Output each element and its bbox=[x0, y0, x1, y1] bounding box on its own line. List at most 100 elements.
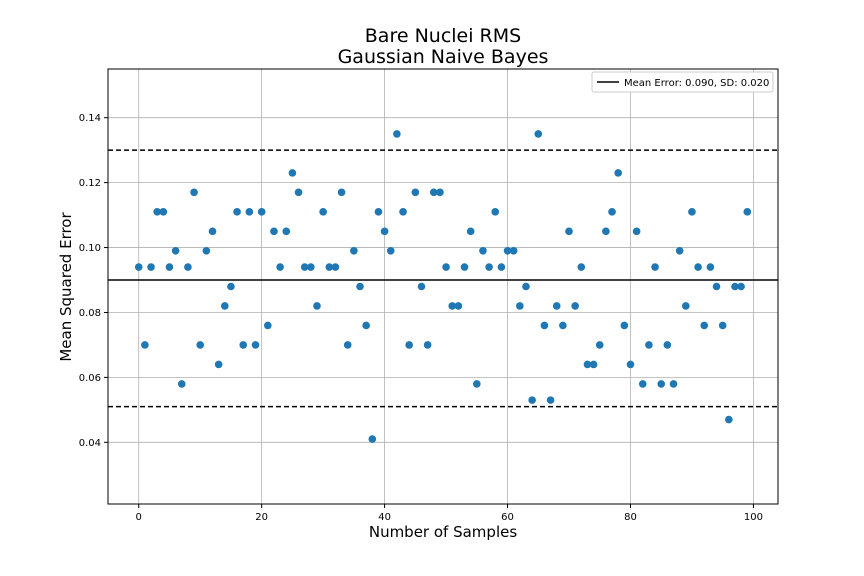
data-point bbox=[638, 380, 647, 388]
x-tick-label: 60 bbox=[501, 512, 514, 523]
data-point bbox=[141, 341, 149, 349]
plot-area-frame bbox=[107, 68, 779, 505]
y-tick-label: 0.08 bbox=[79, 308, 101, 319]
data-point bbox=[251, 341, 260, 349]
data-point bbox=[147, 263, 155, 271]
data-point bbox=[374, 208, 383, 216]
data-point bbox=[331, 263, 340, 271]
data-point bbox=[608, 208, 616, 216]
data-point bbox=[454, 302, 463, 310]
data-point bbox=[466, 227, 475, 236]
x-tick-label: 0 bbox=[136, 512, 142, 523]
data-point bbox=[276, 263, 284, 271]
data-point bbox=[202, 246, 211, 255]
data-points bbox=[134, 130, 752, 443]
chart-title: Bare Nuclei RMS bbox=[365, 25, 521, 47]
data-point bbox=[134, 263, 143, 271]
legend: Mean Error: 0.090, SD: 0.020 bbox=[591, 71, 774, 93]
data-point bbox=[663, 341, 672, 349]
data-point bbox=[214, 360, 223, 369]
y-tick-label: 0.04 bbox=[79, 438, 101, 449]
data-point bbox=[423, 341, 432, 349]
data-point bbox=[540, 321, 549, 330]
data-point bbox=[165, 263, 174, 271]
y-tick-label: 0.14 bbox=[79, 113, 101, 124]
data-point bbox=[602, 227, 610, 236]
data-point bbox=[220, 302, 229, 310]
data-point bbox=[153, 208, 161, 216]
legend-label: Mean Error: 0.090, SD: 0.020 bbox=[624, 78, 769, 89]
data-point bbox=[700, 321, 709, 330]
data-point bbox=[491, 208, 500, 216]
data-point bbox=[429, 188, 438, 197]
data-point bbox=[319, 208, 327, 216]
data-point bbox=[233, 208, 241, 216]
data-point bbox=[589, 360, 598, 369]
data-point bbox=[190, 188, 198, 197]
data-point bbox=[706, 263, 715, 271]
data-point bbox=[559, 321, 567, 330]
data-point bbox=[282, 227, 291, 236]
data-point bbox=[546, 396, 555, 404]
data-point bbox=[583, 360, 592, 369]
y-tick-label: 0.12 bbox=[79, 178, 101, 189]
x-tick-label: 80 bbox=[624, 512, 637, 523]
data-point bbox=[614, 169, 622, 177]
x-tick-label: 100 bbox=[744, 512, 763, 523]
y-axis-label: Mean Squared Error bbox=[57, 212, 75, 362]
y-axis-ticks: 0.04 0.06 0.08 0.10 0.12 0.14 bbox=[79, 113, 108, 449]
data-point bbox=[184, 263, 192, 271]
data-point bbox=[577, 263, 586, 271]
data-point bbox=[386, 246, 395, 255]
data-point bbox=[227, 282, 235, 291]
data-point bbox=[497, 263, 506, 271]
data-point bbox=[368, 435, 377, 443]
data-point bbox=[552, 302, 561, 310]
data-point bbox=[516, 302, 524, 310]
x-tick-label: 40 bbox=[378, 512, 391, 523]
data-point bbox=[479, 246, 487, 255]
data-point bbox=[743, 208, 752, 216]
data-point bbox=[393, 130, 401, 138]
data-point bbox=[509, 246, 518, 255]
data-point bbox=[313, 302, 321, 310]
data-point bbox=[325, 263, 334, 271]
data-point bbox=[565, 227, 573, 236]
data-point bbox=[522, 282, 530, 291]
data-point bbox=[356, 282, 364, 291]
data-point bbox=[307, 263, 315, 271]
data-point bbox=[294, 188, 303, 197]
data-point bbox=[337, 188, 346, 197]
data-point bbox=[669, 380, 678, 388]
data-point bbox=[534, 130, 543, 138]
data-point bbox=[657, 380, 666, 388]
data-point bbox=[503, 246, 512, 255]
data-point bbox=[712, 282, 721, 291]
y-tick-label: 0.10 bbox=[79, 243, 101, 254]
data-point bbox=[688, 208, 696, 216]
data-point bbox=[399, 208, 407, 216]
data-point bbox=[405, 341, 413, 349]
reference-lines bbox=[108, 149, 778, 408]
data-point bbox=[245, 208, 254, 216]
data-point bbox=[239, 341, 248, 349]
data-point bbox=[442, 263, 450, 271]
data-point bbox=[737, 282, 745, 291]
data-point bbox=[257, 208, 266, 216]
chart-subtitle: Gaussian Naive Bayes bbox=[338, 46, 549, 68]
data-point bbox=[485, 263, 493, 271]
data-point bbox=[632, 227, 641, 236]
data-point bbox=[417, 282, 426, 291]
data-point bbox=[651, 263, 659, 271]
data-point bbox=[196, 341, 205, 349]
x-tick-label: 20 bbox=[255, 512, 268, 523]
data-point bbox=[718, 321, 727, 330]
data-point bbox=[362, 321, 370, 330]
data-point bbox=[528, 396, 536, 404]
data-point bbox=[675, 246, 684, 255]
data-point bbox=[473, 380, 481, 388]
data-point bbox=[595, 341, 604, 349]
data-point bbox=[208, 227, 217, 236]
data-point bbox=[411, 188, 420, 197]
data-point bbox=[731, 282, 739, 291]
